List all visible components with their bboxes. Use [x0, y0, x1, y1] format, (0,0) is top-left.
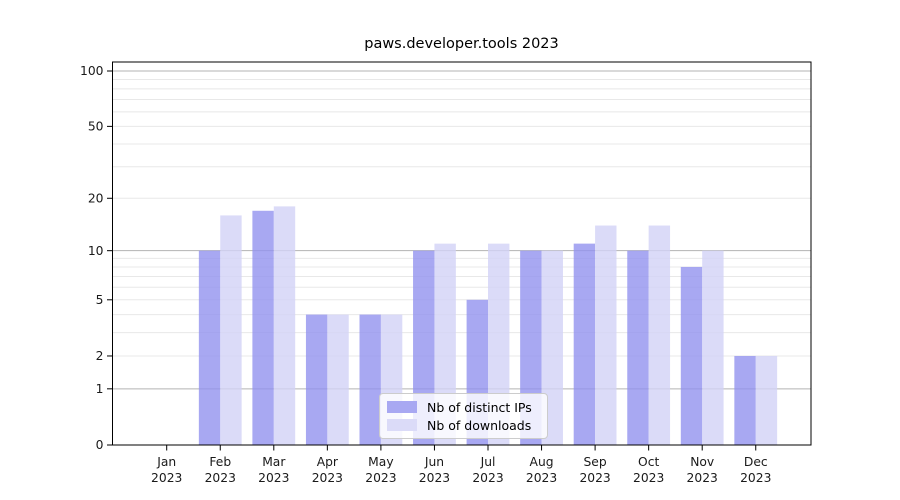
x-tick-label: Oct 2023 [633, 455, 664, 485]
bar-downloads-mar [273, 206, 296, 445]
x-tick-label: May 2023 [365, 455, 396, 485]
x-tick-label: Dec 2023 [740, 455, 771, 485]
x-tick-label: Feb 2023 [205, 455, 236, 485]
x-tick-label: Apr 2023 [312, 455, 343, 485]
bar-distinct-ips-feb [198, 250, 221, 445]
y-tick-label: 50 [88, 120, 104, 134]
x-tick-label: Jun 2023 [419, 455, 450, 485]
bar-downloads-feb [220, 215, 242, 445]
bar-distinct-ips-nov [680, 266, 703, 445]
plot-border [112, 61, 812, 446]
x-tick-label: Mar 2023 [258, 455, 289, 485]
y-tick-label: 10 [88, 244, 104, 258]
y-tick-label: 100 [80, 64, 103, 78]
legend-item-downloads: Nb of downloads [380, 417, 547, 433]
legend-swatch-distinct-ips-icon [387, 401, 417, 413]
x-tick-label: Jan 2023 [151, 455, 182, 485]
y-tick-label: 2 [96, 349, 104, 363]
y-tick-label: 0 [96, 438, 104, 452]
legend-label-distinct-ips: Nb of distinct IPs [427, 399, 532, 415]
legend-label-downloads: Nb of downloads [427, 417, 532, 433]
x-tick-label: Aug 2023 [526, 455, 557, 485]
chart-title: paws.developer.tools 2023 [364, 36, 559, 52]
x-tick-label: Jul 2023 [472, 455, 503, 485]
bar-downloads-nov [702, 250, 724, 445]
legend: Nb of distinct IPs Nb of downloads [379, 393, 548, 439]
bar-distinct-ips-sep [573, 243, 596, 445]
legend-item-distinct-ips: Nb of distinct IPs [380, 399, 547, 415]
bar-downloads-apr [327, 314, 349, 445]
y-tick-label: 5 [96, 293, 104, 307]
legend-swatch-downloads-icon [387, 419, 417, 431]
bar-downloads-dec [755, 355, 778, 445]
bar-distinct-ips-dec [734, 355, 756, 445]
bar-distinct-ips-oct [627, 250, 649, 445]
bar-distinct-ips-may [359, 314, 381, 445]
y-tick-label: 20 [88, 191, 104, 205]
bar-distinct-ips-mar [252, 210, 274, 445]
y-tick-label: 1 [96, 382, 104, 396]
x-tick-label: Nov 2023 [687, 455, 718, 485]
bar-downloads-oct [648, 225, 671, 445]
bar-distinct-ips-apr [305, 314, 328, 445]
bar-downloads-sep [595, 225, 617, 445]
x-tick-label: Sep 2023 [579, 455, 610, 485]
